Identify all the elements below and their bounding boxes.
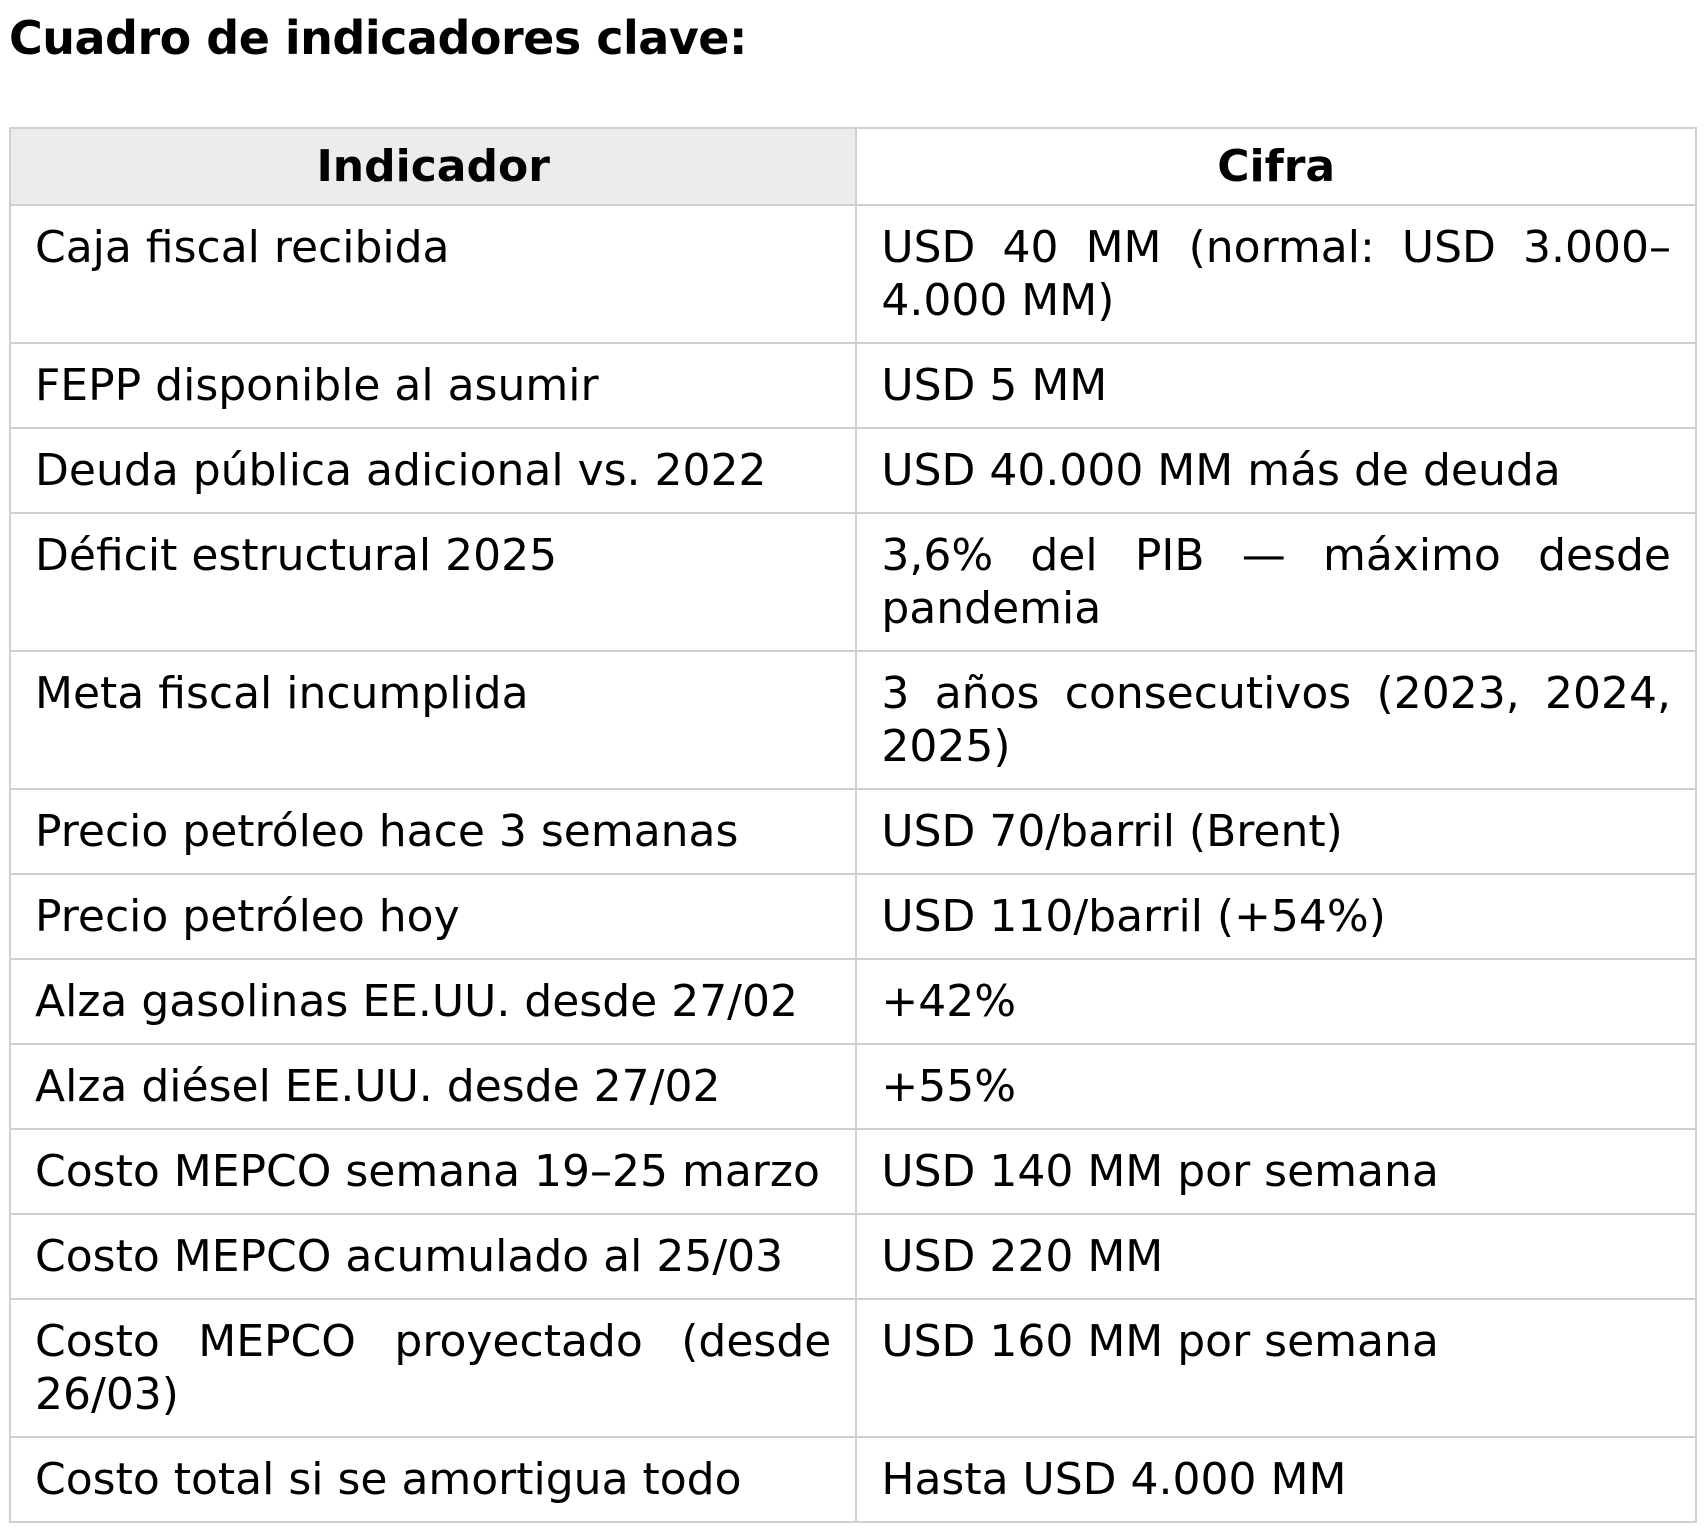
cell-indicador: Costo MEPCO semana 19–25 marzo (8, 1127, 858, 1215)
column-header-cifra: Cifra (855, 126, 1697, 206)
cell-indicador: Meta fiscal incumplida (8, 649, 858, 790)
page-title: Cuadro de indicadores clave: (9, 11, 747, 65)
cell-indicador: Caja fiscal recibida (8, 203, 858, 344)
cell-cifra: USD 140 MM por semana (855, 1127, 1697, 1215)
cell-indicador: FEPP disponible al asumir (8, 341, 858, 429)
cell-indicador: Alza gasolinas EE.UU. desde 27/02 (8, 957, 858, 1045)
table-row: Costo MEPCO acumulado al 25/03 USD 220 M… (8, 1212, 1697, 1300)
column-header-indicador: Indicador (8, 126, 858, 206)
table-row: Costo total si se amortigua todo Hasta U… (8, 1435, 1697, 1523)
cell-cifra: USD 40 MM (normal: USD 3.000–4.000 MM) (855, 203, 1697, 344)
table-row: Alza gasolinas EE.UU. desde 27/02 +42% (8, 957, 1697, 1045)
table-row: Precio petróleo hoy USD 110/barril (+54%… (8, 872, 1697, 960)
cell-indicador: Costo MEPCO acumulado al 25/03 (8, 1212, 858, 1300)
table-header-row: Indicador Cifra (8, 126, 1697, 206)
table-row: Meta fiscal incumplida 3 años consecutiv… (8, 649, 1697, 790)
cell-cifra: 3,6% del PIB — máximo desde pandemia (855, 511, 1697, 652)
cell-cifra: Hasta USD 4.000 MM (855, 1435, 1697, 1523)
cell-cifra: USD 5 MM (855, 341, 1697, 429)
table-row: Alza diésel EE.UU. desde 27/02 +55% (8, 1042, 1697, 1130)
cell-indicador: Costo MEPCO proyectado (desde 26/03) (8, 1297, 858, 1438)
cell-indicador: Precio petróleo hoy (8, 872, 858, 960)
cell-indicador: Precio petróleo hace 3 semanas (8, 787, 858, 875)
cell-indicador: Costo total si se amortigua todo (8, 1435, 858, 1523)
indicators-table: Indicador Cifra Caja fiscal recibida USD… (8, 126, 1697, 1523)
table-row: Costo MEPCO semana 19–25 marzo USD 140 M… (8, 1127, 1697, 1215)
cell-cifra: +42% (855, 957, 1697, 1045)
table-row: Caja fiscal recibida USD 40 MM (normal: … (8, 203, 1697, 344)
cell-indicador: Déficit estructural 2025 (8, 511, 858, 652)
cell-cifra: 3 años consecutivos (2023, 2024, 2025) (855, 649, 1697, 790)
table-row: Costo MEPCO proyectado (desde 26/03) USD… (8, 1297, 1697, 1438)
cell-cifra: USD 160 MM por semana (855, 1297, 1697, 1438)
cell-cifra: USD 40.000 MM más de deuda (855, 426, 1697, 514)
cell-cifra: USD 110/barril (+54%) (855, 872, 1697, 960)
table-row: Deuda pública adicional vs. 2022 USD 40.… (8, 426, 1697, 514)
table-row: Déficit estructural 2025 3,6% del PIB — … (8, 511, 1697, 652)
cell-indicador: Alza diésel EE.UU. desde 27/02 (8, 1042, 858, 1130)
cell-cifra: USD 220 MM (855, 1212, 1697, 1300)
table-row: Precio petróleo hace 3 semanas USD 70/ba… (8, 787, 1697, 875)
cell-indicador: Deuda pública adicional vs. 2022 (8, 426, 858, 514)
cell-cifra: USD 70/barril (Brent) (855, 787, 1697, 875)
table-row: FEPP disponible al asumir USD 5 MM (8, 341, 1697, 429)
cell-cifra: +55% (855, 1042, 1697, 1130)
